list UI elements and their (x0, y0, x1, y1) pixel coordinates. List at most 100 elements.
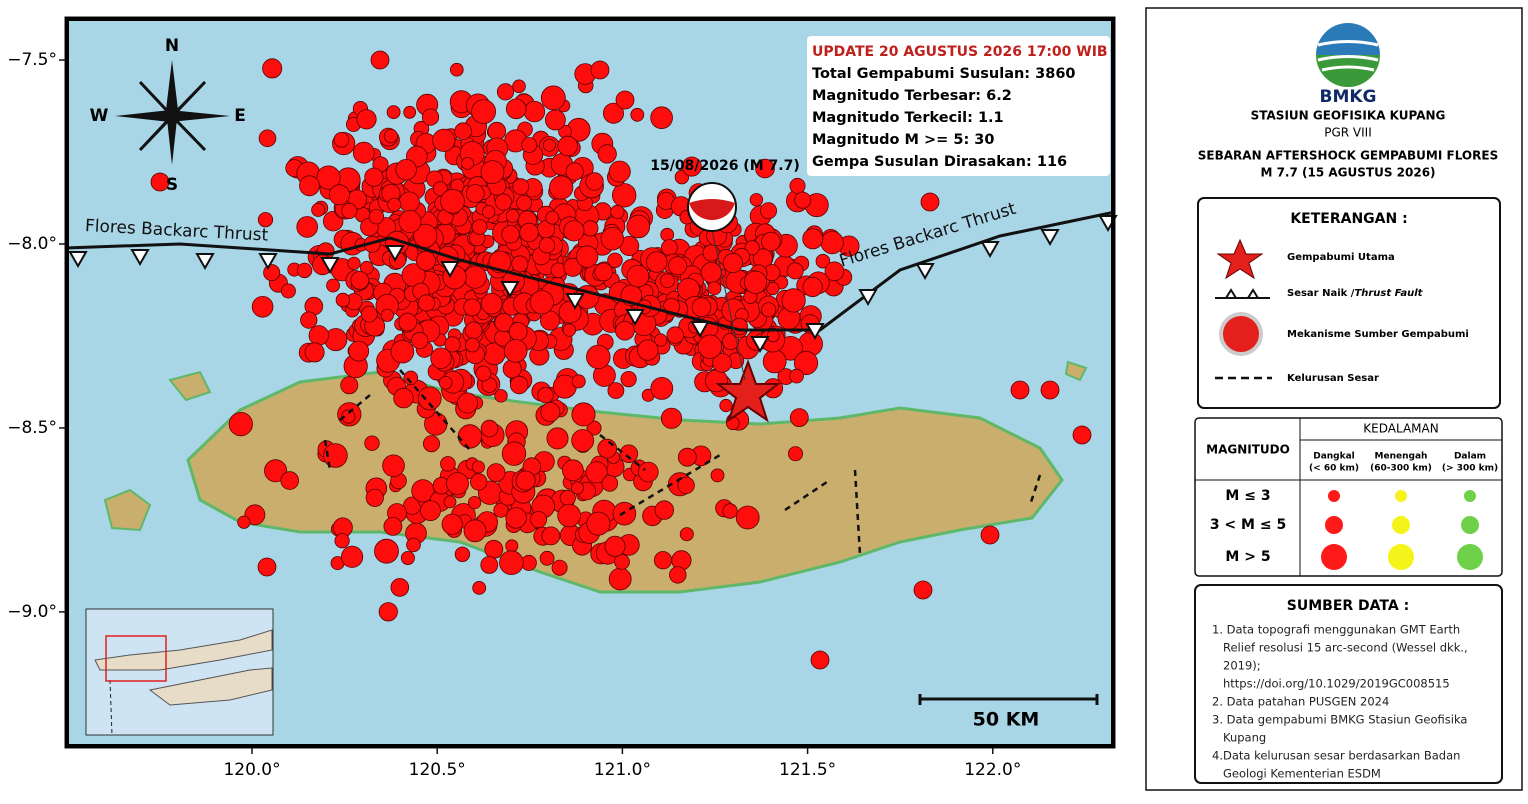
aftershock-dot (802, 228, 824, 250)
aftershock-dot (406, 537, 421, 553)
source-line: 2. Data patahan PUSGEN 2024 (1212, 695, 1389, 709)
aftershock-dot (262, 58, 283, 79)
x-tick-label: 120.0° (223, 760, 280, 780)
y-tick-label: −8.0° (7, 234, 57, 254)
agency: BMKG (1319, 87, 1376, 107)
aftershock-dot (464, 321, 483, 340)
aftershock-dot (530, 510, 548, 528)
source-line: https://doi.org/10.1029/2019GC008515 (1223, 677, 1450, 691)
aftershock-dot (540, 85, 566, 111)
aftershock-dot (481, 205, 496, 219)
aftershock-dot (1072, 425, 1092, 445)
aftershock-dot (441, 513, 463, 535)
aftershock-dot (650, 376, 674, 400)
aftershock-dot (594, 262, 613, 282)
thrust-tooth (258, 253, 278, 271)
aftershock-dot (444, 336, 461, 353)
aftershock-dot (761, 302, 777, 318)
aftershock-dot (562, 323, 577, 337)
aftershock-dot (505, 98, 527, 120)
x-tick-label: 121.0° (594, 760, 651, 780)
aftershock-dot (341, 409, 356, 424)
symbol (1321, 544, 1347, 570)
aftershock-dot (296, 216, 319, 238)
aftershock-dot (661, 239, 678, 257)
compass: N E S W (90, 36, 246, 195)
aftershock-dot (311, 202, 326, 217)
thrust-tooth (980, 241, 1000, 259)
aftershock-dot (815, 253, 831, 269)
scale-bar (918, 694, 1099, 705)
depth-range: (< 60 km) (1309, 464, 1359, 474)
aftershock-dot (537, 386, 554, 404)
aftershock-dot (697, 334, 723, 359)
aftershock-dot (707, 281, 722, 296)
aftershock-dot (608, 160, 631, 183)
aftershock-dot (511, 255, 529, 273)
aftershock-dot (760, 202, 778, 220)
legend-mechanism: Mekanisme Sumber Gempabumi (1287, 329, 1469, 340)
aftershock-dot (484, 539, 504, 559)
aftershock-dot (712, 353, 732, 373)
aftershock-dot (637, 339, 659, 361)
aftershock-dot (417, 386, 442, 411)
aftershock-dot (503, 339, 528, 363)
aftershock-dot (296, 262, 313, 279)
aftershock-dot (347, 256, 361, 270)
magnitude-table (1194, 417, 1503, 577)
aftershock-dot (350, 271, 370, 290)
aftershock-dot (604, 535, 626, 557)
depth-range: (> 300 km) (1442, 464, 1498, 474)
symbol (1464, 490, 1476, 502)
depth-range: (60-300 km) (1370, 464, 1432, 474)
aftershock-dot (316, 165, 341, 190)
aftershock-dot (660, 407, 683, 429)
aftershock-dot (1040, 380, 1060, 400)
aftershock-dot (710, 468, 725, 483)
symbol (1325, 516, 1343, 534)
aftershock-dot (494, 389, 508, 403)
aftershock-dot (323, 443, 348, 468)
aftershock-dot (454, 122, 472, 140)
thrust-tooth (565, 293, 585, 311)
aftershock-dot (722, 503, 738, 519)
aftershock-dot (654, 500, 675, 520)
aftershock-dot (545, 210, 560, 225)
aftershock-dot (365, 488, 384, 507)
aftershock-dot (542, 138, 556, 152)
islet (103, 488, 152, 532)
thrust-tooth (625, 309, 645, 327)
aftershock-dot (487, 121, 507, 141)
aftershock-dot (457, 392, 479, 414)
aftershock-dot (571, 481, 585, 495)
aftershock-dot (597, 144, 617, 164)
legend-lineament: Kelurusan Sesar (1287, 373, 1379, 384)
aftershock-dot (387, 197, 402, 212)
aftershock-dot (471, 219, 488, 235)
source-line: 3. Data gempabumi BMKG Stasiun Geofisika (1212, 713, 1467, 727)
aftershock-dot (382, 454, 405, 478)
mainshock-label: 15/08/2026 (M 7.7) (650, 158, 799, 174)
aftershock-dot (565, 162, 584, 181)
aftershock-dot (521, 137, 538, 153)
unit: PGR VIII (1324, 126, 1372, 140)
aftershock-dot (380, 308, 394, 322)
thrust-teeth (68, 215, 1118, 354)
aftershock-dot (653, 551, 673, 570)
aftershock-dot (304, 342, 325, 363)
symbol (1457, 544, 1483, 570)
aftershock-dot (463, 265, 487, 289)
aftershock-dot (920, 192, 940, 212)
aftershock-dot (766, 329, 780, 343)
aftershock-dot (654, 333, 668, 347)
aftershock-dot (749, 193, 764, 207)
aftershock-dot (789, 177, 806, 194)
update-line: Magnitudo Terkecil: 1.1 (812, 110, 1004, 126)
compass-n: N (165, 36, 179, 56)
aftershock-dot (668, 256, 688, 276)
panel-title: M 7.7 (15 AGUSTUS 2026) (1260, 166, 1435, 180)
depth-name: Dangkal (1313, 452, 1355, 462)
aftershock-dot (669, 566, 687, 584)
aftershock-dot (364, 435, 380, 451)
